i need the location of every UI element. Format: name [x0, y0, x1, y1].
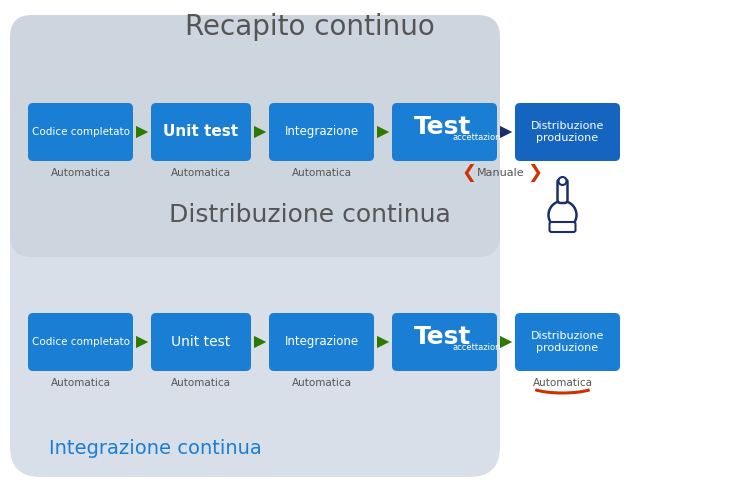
FancyBboxPatch shape: [10, 15, 500, 257]
Text: Integrazione: Integrazione: [284, 336, 359, 349]
FancyBboxPatch shape: [557, 179, 568, 203]
FancyBboxPatch shape: [269, 313, 374, 371]
Text: Automatica: Automatica: [171, 168, 231, 178]
Text: Integrazione: Integrazione: [284, 126, 359, 138]
FancyBboxPatch shape: [269, 103, 374, 161]
Text: Automatica: Automatica: [292, 168, 351, 178]
Text: Distribuzione continua: Distribuzione continua: [169, 203, 451, 227]
Text: ❯: ❯: [527, 164, 542, 182]
Text: Distribuzione
produzione: Distribuzione produzione: [530, 121, 604, 143]
Circle shape: [559, 177, 566, 185]
Text: Codice completato: Codice completato: [31, 337, 129, 347]
FancyBboxPatch shape: [515, 313, 620, 371]
Text: Test: Test: [414, 115, 471, 139]
FancyBboxPatch shape: [28, 103, 133, 161]
FancyBboxPatch shape: [28, 313, 133, 371]
Text: ❮: ❮: [461, 164, 477, 182]
Text: Manuale: Manuale: [477, 168, 525, 178]
Text: Test: Test: [414, 325, 471, 349]
FancyBboxPatch shape: [550, 222, 576, 232]
Text: Distribuzione
produzione: Distribuzione produzione: [530, 331, 604, 353]
Text: Automatica: Automatica: [171, 378, 231, 388]
Text: accettazione: accettazione: [452, 133, 506, 143]
Text: Unit test: Unit test: [164, 125, 239, 139]
FancyBboxPatch shape: [151, 313, 251, 371]
Text: Automatica: Automatica: [51, 378, 111, 388]
Text: Recapito continuo: Recapito continuo: [185, 13, 435, 41]
Circle shape: [548, 201, 577, 229]
Text: Integrazione continua: Integrazione continua: [48, 439, 261, 458]
Text: accettazione: accettazione: [452, 343, 506, 353]
FancyBboxPatch shape: [515, 103, 620, 161]
FancyBboxPatch shape: [392, 103, 497, 161]
FancyBboxPatch shape: [392, 313, 497, 371]
Text: Automatica: Automatica: [292, 378, 351, 388]
Text: Codice completato: Codice completato: [31, 127, 129, 137]
Text: Unit test: Unit test: [171, 335, 231, 349]
Text: Automatica: Automatica: [533, 378, 592, 388]
FancyBboxPatch shape: [10, 15, 500, 477]
Text: Automatica: Automatica: [51, 168, 111, 178]
FancyBboxPatch shape: [151, 103, 251, 161]
